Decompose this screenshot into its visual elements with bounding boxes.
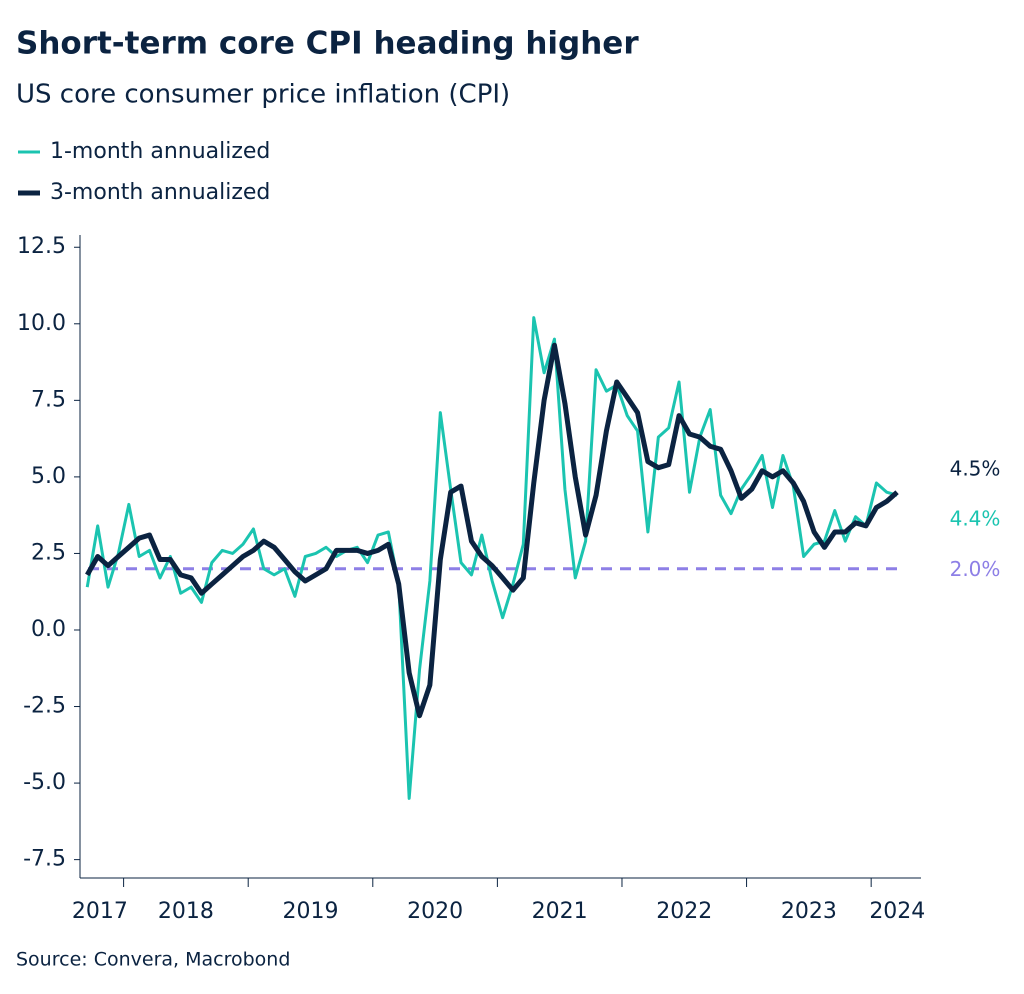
reference-label: 2.0%	[950, 557, 1001, 581]
x-tick-label: 2018	[158, 899, 214, 924]
x-tick-label: 2017	[72, 899, 128, 924]
chart-title: Short-term core CPI heading higher	[16, 26, 639, 62]
y-tick-label: 7.5	[31, 387, 66, 412]
series-line	[85, 342, 899, 719]
y-tick-label: 2.5	[31, 540, 66, 565]
y-tick-label: -2.5	[23, 694, 66, 719]
x-tick-label: 2022	[656, 899, 712, 924]
y-tick-label: 12.5	[17, 234, 66, 259]
end-label: 4.4%	[950, 507, 1001, 531]
x-tick-label: 2020	[407, 899, 463, 924]
x-tick-label: 2019	[282, 899, 338, 924]
end-label: 4.5%	[950, 457, 1001, 481]
y-tick-label: 5.0	[31, 464, 66, 489]
series-line	[85, 316, 898, 800]
y-tick-label: -7.5	[23, 847, 66, 872]
legend-label: 3-month annualized	[50, 180, 270, 205]
source-note: Source: Convera, Macrobond	[16, 949, 290, 971]
x-tick-label: 2023	[781, 899, 837, 924]
y-tick-label: -5.0	[23, 770, 66, 795]
y-tick-label: 0.0	[31, 617, 66, 642]
chart-subtitle: US core consumer price inflation (CPI)	[16, 80, 510, 110]
y-tick-label: 10.0	[17, 311, 66, 336]
legend-label: 1-month annualized	[50, 139, 270, 164]
x-tick-label: 2021	[532, 899, 588, 924]
x-tick-label: 2024	[869, 899, 925, 924]
